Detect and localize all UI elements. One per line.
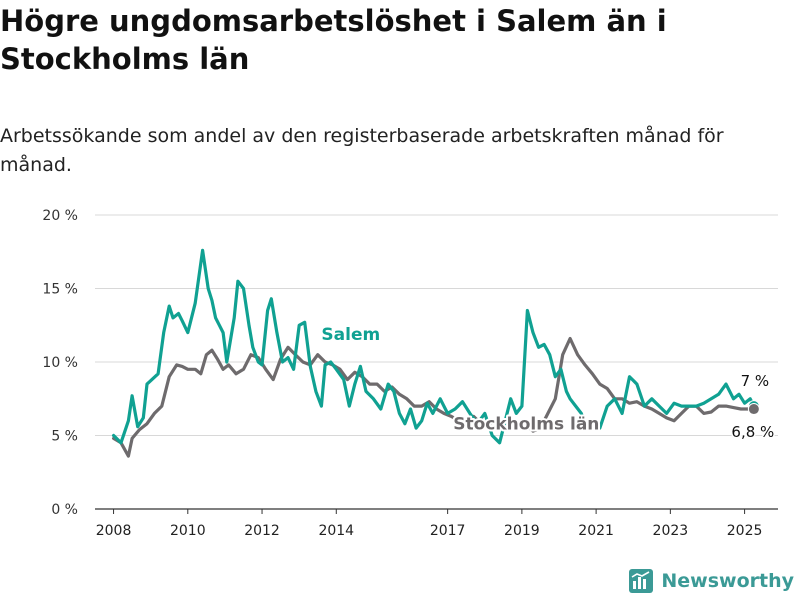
- y-tick-label: 5 %: [51, 429, 78, 445]
- y-tick-label: 15 %: [42, 282, 78, 298]
- newsworthy-logo: Newsworthy: [628, 568, 794, 594]
- chart-title: Högre ungdomsarbetslöshet i Salem än i S…: [0, 4, 667, 76]
- x-tick-label: 2017: [430, 523, 466, 539]
- series-line-salem: [111, 248, 756, 445]
- x-tick-label: 2021: [578, 523, 614, 539]
- x-tick-label: 2019: [504, 523, 540, 539]
- x-tick-label: 2023: [653, 523, 689, 539]
- series-label-stockholm: Stockholms län: [453, 415, 599, 435]
- x-tick-label: 2012: [244, 523, 280, 539]
- line-chart: 0 % 5 % 10 % 15 % 20 % 2008 2010 2012 2014 2017 20…: [42, 208, 778, 539]
- end-label-salem: 7 %: [741, 372, 770, 390]
- grid-layer: 0 % 5 % 10 % 15 % 20 % 2008 2010 2012 2014 2017 20…: [42, 208, 778, 539]
- x-tick-label: 2008: [96, 523, 132, 539]
- series-label-salem: Salem: [321, 325, 380, 345]
- x-tick-label: 2010: [170, 523, 206, 539]
- end-label-stockholm: 6,8 %: [731, 423, 774, 441]
- series-layer: [111, 248, 760, 458]
- series-line-stockholm: [111, 336, 756, 458]
- x-tick-label: 2025: [727, 523, 763, 539]
- y-tick-label: 20 %: [42, 208, 78, 224]
- brand-name: Newsworthy: [661, 570, 794, 592]
- chart-subtitle: Arbetssökande som andel av den registerb…: [0, 125, 724, 176]
- label-layer: Salem Stockholms län 7 % 6,8 %: [319, 323, 775, 443]
- y-tick-label: 0 %: [51, 502, 78, 518]
- y-tick-label: 10 %: [42, 355, 78, 371]
- x-tick-label: 2014: [318, 523, 354, 539]
- newsworthy-logo-icon: [629, 569, 654, 593]
- end-dot-stockholm: [747, 403, 760, 416]
